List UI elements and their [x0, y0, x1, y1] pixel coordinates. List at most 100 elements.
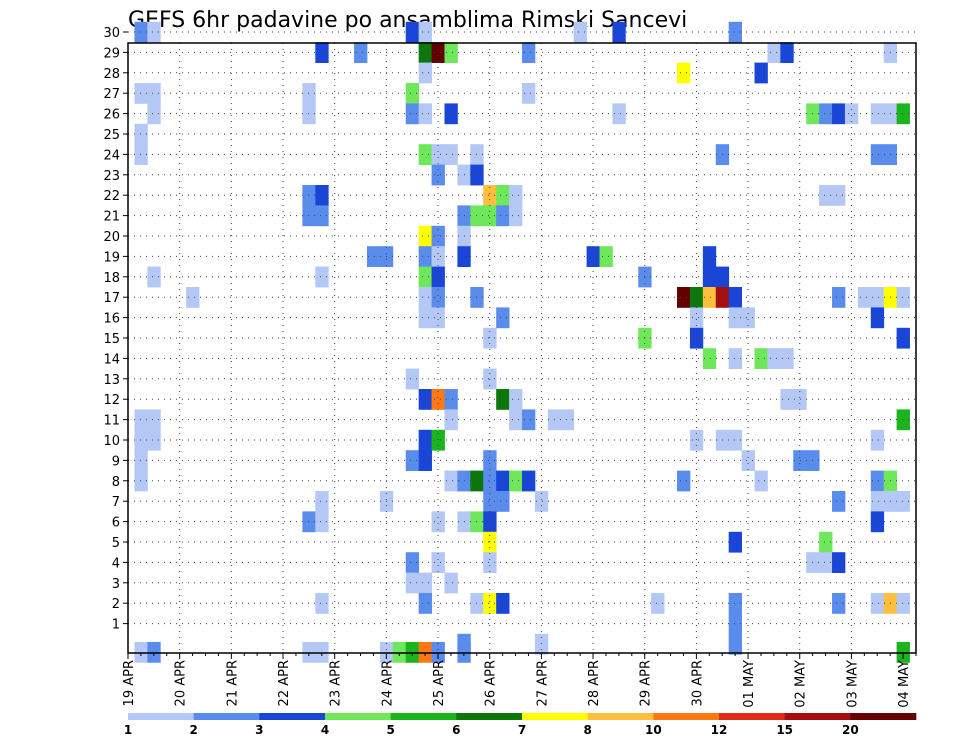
heatmap-cell — [418, 389, 432, 410]
heatmap-cell — [418, 62, 432, 84]
legend-label: 3 — [255, 723, 263, 737]
heatmap-cell — [689, 429, 704, 451]
y-tick-label: 29 — [103, 46, 120, 61]
y-tick-label: 7 — [112, 495, 120, 510]
heatmap-cell — [870, 491, 885, 512]
y-tick-label: 22 — [103, 189, 120, 204]
y-tick-label: 1 — [112, 618, 120, 633]
x-tick-label: 20 APR — [174, 660, 189, 706]
color-legend: 1 2 3 4 5 6 7 8 10 12 15 20 — [124, 713, 917, 737]
heatmap-cell — [870, 144, 885, 165]
x-tick-label: 19 APR — [122, 660, 137, 706]
heatmap-cell — [509, 185, 523, 206]
legend-label: 8 — [583, 723, 591, 737]
heatmap-cell — [509, 470, 523, 492]
heatmap-cell — [689, 307, 704, 329]
heatmap-cell — [431, 42, 445, 63]
heatmap-cell — [677, 62, 691, 84]
heatmap-cell — [522, 409, 536, 431]
legend-swatch — [128, 713, 194, 720]
y-axis: 1234567891011121314151617181920212223242… — [103, 26, 128, 633]
legend-label: 2 — [189, 723, 197, 737]
heatmap-cell — [483, 531, 497, 553]
legend-label: 12 — [711, 723, 728, 737]
heatmap-cell — [767, 42, 781, 63]
legend-swatch — [193, 713, 260, 720]
heatmap-cell — [896, 593, 910, 614]
x-tick-label: 02 MAY — [794, 660, 809, 708]
heatmap-cell — [560, 409, 575, 431]
heatmap-cell — [302, 205, 316, 227]
y-tick-label: 17 — [103, 291, 120, 306]
heatmap-cell — [483, 491, 497, 512]
heatmap-cell — [315, 593, 329, 614]
y-tick-label: 5 — [112, 536, 120, 551]
heatmap-cell — [534, 491, 549, 512]
heatmap-cell — [819, 552, 833, 573]
heatmap-cell — [134, 409, 148, 431]
x-tick-label: 26 APR — [484, 660, 499, 706]
heatmap-cell — [754, 470, 768, 492]
heatmap-cell — [832, 593, 846, 614]
heatmap-cell — [870, 287, 885, 308]
heatmap-cell — [819, 103, 833, 125]
heatmap-cell — [832, 103, 846, 125]
heatmap-cell — [354, 42, 368, 63]
heatmap-cell — [780, 348, 794, 369]
heatmap-cell — [496, 307, 510, 329]
heatmap-cell — [896, 327, 910, 349]
heatmap-cells — [134, 21, 910, 663]
heatmap-cell — [651, 593, 665, 614]
heatmap-cell — [534, 633, 549, 655]
heatmap-cell — [870, 307, 885, 329]
heatmap-cell — [147, 83, 161, 104]
heatmap-cell — [728, 348, 743, 369]
heatmap-cell — [586, 246, 600, 267]
heatmap-cell — [418, 593, 432, 614]
x-tick-label: 27 APR — [535, 660, 550, 706]
heatmap-cell — [728, 531, 743, 553]
heatmap-cell — [728, 307, 743, 329]
x-tick-label: 29 APR — [639, 660, 654, 706]
heatmap-cell — [134, 470, 148, 492]
heatmap-cell — [483, 450, 497, 471]
legend-swatch — [456, 713, 523, 720]
heatmap-cell — [431, 144, 445, 165]
heatmap-cell — [315, 511, 329, 533]
heatmap-cell — [496, 593, 510, 614]
heatmap-cell — [483, 511, 497, 533]
heatmap-cell — [728, 287, 743, 308]
x-tick-label: 23 APR — [329, 660, 344, 706]
heatmap-cell — [793, 450, 807, 471]
legend-swatch — [719, 713, 785, 720]
y-tick-label: 24 — [103, 148, 120, 163]
heatmap-cell — [741, 307, 755, 329]
y-tick-label: 15 — [103, 332, 120, 347]
y-tick-label: 12 — [103, 393, 120, 408]
heatmap-cell — [728, 593, 743, 614]
heatmap-cell — [819, 531, 833, 553]
heatmap-cell — [134, 123, 148, 145]
heatmap-cell — [483, 552, 497, 573]
y-tick-label: 9 — [112, 454, 120, 469]
heatmap-cell — [315, 491, 329, 512]
legend-swatch — [784, 713, 851, 720]
x-axis: 19 APR 20 APR 21 APR 22 APR 23 APR 24 APR 25 A… — [122, 653, 917, 708]
x-tick-label: 21 APR — [225, 660, 240, 706]
heatmap-cell — [418, 572, 432, 594]
heatmap-cell — [418, 21, 432, 43]
heatmap-cell — [405, 450, 420, 471]
heatmap-cell — [418, 429, 432, 451]
heatmap-cell — [896, 103, 910, 125]
heatmap-cell — [405, 368, 420, 390]
heatmap-cell — [689, 287, 704, 308]
heatmap-cell — [573, 21, 587, 43]
legend-swatch — [259, 713, 326, 720]
heatmap-cell — [444, 42, 458, 63]
x-tick-label: 28 APR — [587, 660, 602, 706]
heatmap-cell — [405, 552, 420, 573]
heatmap-cell — [134, 450, 148, 471]
y-tick-label: 16 — [103, 312, 120, 327]
x-tick-label: 04 MAY — [897, 660, 912, 708]
